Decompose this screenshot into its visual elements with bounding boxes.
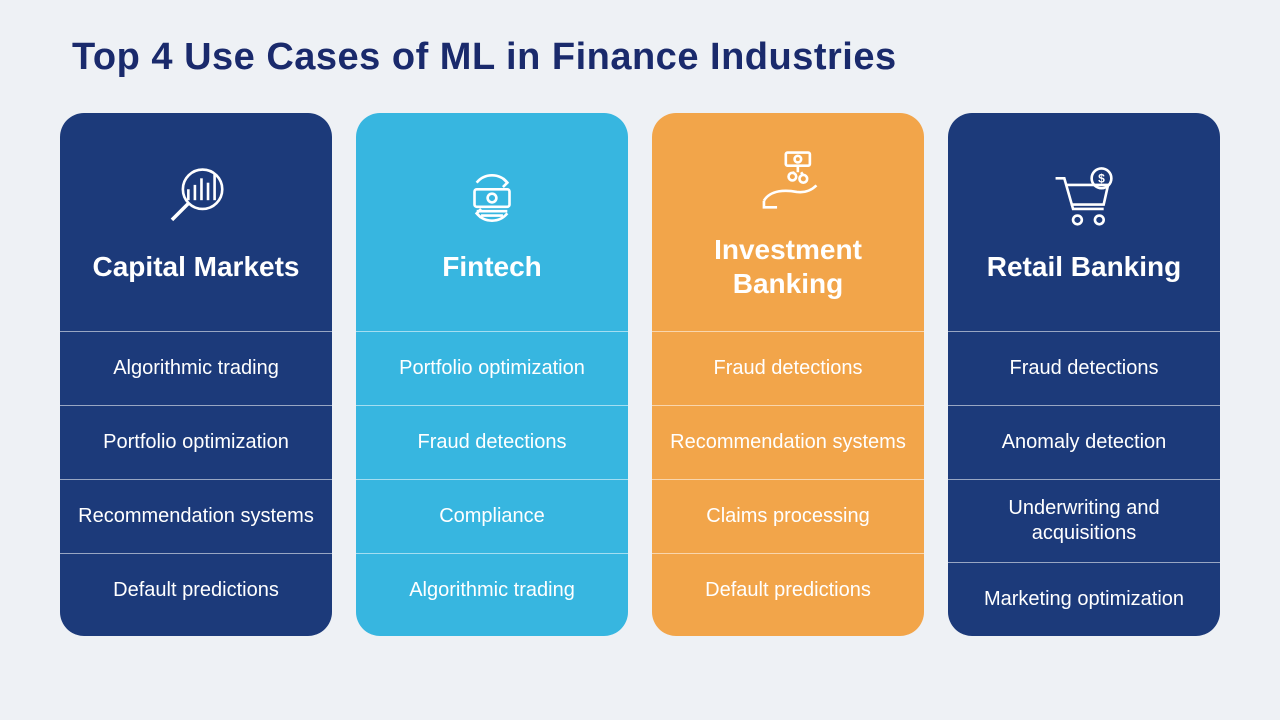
use-case-cell: Portfolio optimization [60, 405, 332, 479]
column-header: Fintech [356, 113, 628, 331]
column-heading: Fintech [442, 250, 542, 284]
use-case-cell: Default predictions [60, 553, 332, 627]
use-case-cell: Recommendation systems [60, 479, 332, 553]
use-case-cell: Algorithmic trading [356, 553, 628, 627]
use-case-cell: Algorithmic trading [60, 331, 332, 405]
column-heading: Capital Markets [93, 250, 300, 284]
use-case-cell: Marketing optimization [948, 562, 1220, 636]
hand-money-icon [752, 145, 824, 217]
columns-container: Capital Markets Algorithmic trading Port… [60, 113, 1220, 636]
column-fintech: Fintech Portfolio optimization Fraud det… [356, 113, 628, 636]
column-header: Investment Banking [652, 113, 924, 331]
use-case-cell: Underwriting and acquisitions [948, 479, 1220, 562]
cart-dollar-icon: $ [1048, 162, 1120, 234]
column-capital-markets: Capital Markets Algorithmic trading Port… [60, 113, 332, 636]
column-header: $ Retail Banking [948, 113, 1220, 331]
use-case-cell: Default predictions [652, 553, 924, 627]
use-case-cell: Portfolio optimization [356, 331, 628, 405]
use-case-cell: Claims processing [652, 479, 924, 553]
column-heading: Investment Banking [664, 233, 912, 300]
page-title: Top 4 Use Cases of ML in Finance Industr… [72, 36, 1220, 79]
chart-magnifier-icon [160, 162, 232, 234]
column-heading: Retail Banking [987, 250, 1181, 284]
use-case-cell: Compliance [356, 479, 628, 553]
use-case-cell: Anomaly detection [948, 405, 1220, 479]
use-case-cell: Fraud detections [356, 405, 628, 479]
use-case-cell: Recommendation systems [652, 405, 924, 479]
svg-text:$: $ [1098, 172, 1105, 186]
column-header: Capital Markets [60, 113, 332, 331]
use-case-cell: Fraud detections [652, 331, 924, 405]
column-investment-banking: Investment Banking Fraud detections Reco… [652, 113, 924, 636]
use-case-cell: Fraud detections [948, 331, 1220, 405]
column-retail-banking: $ Retail Banking Fraud detections Anomal… [948, 113, 1220, 636]
money-cycle-icon [456, 162, 528, 234]
